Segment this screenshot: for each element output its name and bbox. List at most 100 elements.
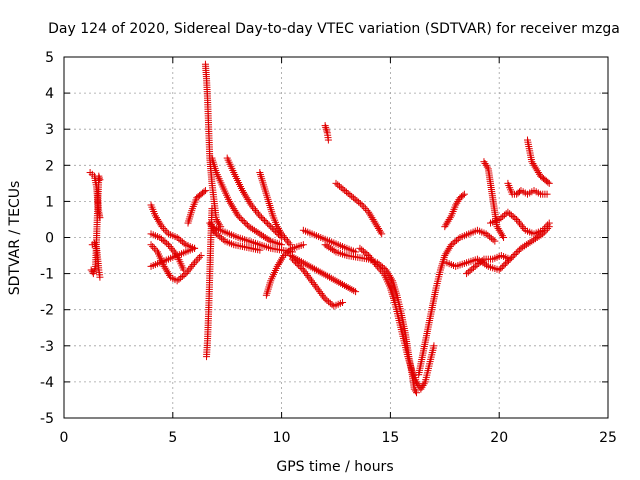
data-point-fill <box>366 253 374 261</box>
data-point-fill <box>542 223 550 231</box>
data-point <box>430 342 438 350</box>
data-point-fill <box>303 271 311 279</box>
data-point-fill <box>327 244 335 252</box>
data-point-fill <box>301 268 309 276</box>
data-point <box>212 230 220 238</box>
data-point-fill <box>231 206 239 214</box>
data-point <box>493 223 501 231</box>
data-point-fill <box>285 247 293 255</box>
data-point-fill <box>236 213 244 221</box>
x-tick-label: 25 <box>599 430 617 446</box>
data-point-fill <box>323 296 331 304</box>
data-point <box>517 244 525 252</box>
data-point-fill <box>530 236 538 244</box>
data-point-fill <box>258 231 266 239</box>
data-point <box>452 201 460 209</box>
data-point-fill <box>308 277 316 285</box>
data-point-fill <box>501 260 509 268</box>
data-point-fill <box>237 215 245 223</box>
data-point-fill <box>264 220 272 228</box>
data-point-fill <box>188 262 196 270</box>
data-point-fill <box>95 174 103 182</box>
data-point-fill <box>326 299 334 307</box>
data-point-fill <box>163 239 171 247</box>
data-point-fill <box>157 221 165 229</box>
data-point-fill <box>285 239 293 247</box>
x-tick-label: 0 <box>60 430 69 446</box>
data-point-fill <box>366 210 374 218</box>
data-point-fill <box>261 234 269 241</box>
data-point-fill <box>306 275 314 283</box>
data-point <box>482 230 490 238</box>
data-point-fill <box>296 263 304 271</box>
data-point <box>310 280 318 288</box>
data-point <box>365 208 373 216</box>
data-point-fill <box>511 214 519 222</box>
data-point-fill <box>270 226 278 234</box>
data-point <box>256 230 264 238</box>
data-point-fill <box>241 190 249 198</box>
data-point-fill <box>166 271 174 279</box>
data-point-fill <box>313 284 321 292</box>
data-point-fill <box>524 240 532 248</box>
data-point-fill <box>451 238 459 246</box>
data-point-fill <box>170 248 178 256</box>
data-point <box>256 246 264 254</box>
data-point <box>365 252 373 260</box>
data-point <box>332 179 340 187</box>
data-point-fill <box>372 221 380 229</box>
data-point <box>197 252 205 260</box>
data-point-fill <box>445 215 453 223</box>
x-tick-label: 5 <box>168 430 177 446</box>
data-point-fill <box>216 233 224 241</box>
data-point <box>504 208 512 216</box>
data-point <box>96 273 104 281</box>
data-point-fill <box>473 261 481 269</box>
data-point-fill <box>312 282 320 290</box>
data-point-fill <box>518 223 526 231</box>
data-point-fill <box>529 159 537 167</box>
data-point-fill <box>250 226 258 234</box>
data-point <box>545 179 553 187</box>
y-tick-label: -3 <box>40 339 54 355</box>
data-point <box>341 187 349 195</box>
data-point-fill <box>521 242 529 250</box>
data-point-fill <box>359 247 367 255</box>
data-point <box>299 241 307 249</box>
data-point-fill <box>282 235 290 243</box>
data-point-fill <box>482 161 490 169</box>
data-point-fill <box>506 210 514 218</box>
data-point-fill <box>159 236 167 244</box>
data-point-fill <box>454 197 462 205</box>
data-point-fill <box>499 213 507 221</box>
data-point-fill <box>337 184 345 192</box>
data-point-fill <box>481 159 489 167</box>
y-tick-label: 2 <box>45 158 54 174</box>
data-point <box>321 122 329 130</box>
data-point-fill <box>214 219 222 227</box>
data-point <box>324 136 332 144</box>
data-point <box>280 252 288 260</box>
data-point-fill <box>468 265 476 273</box>
data-point <box>201 187 209 195</box>
data-point-fill <box>149 243 157 251</box>
data-point <box>417 385 425 393</box>
data-point-fill <box>317 289 325 297</box>
data-point-fill <box>444 246 452 254</box>
data-point <box>267 223 275 231</box>
data-point-fill <box>259 215 267 223</box>
data-point <box>238 187 246 195</box>
data-point-fill <box>369 215 377 223</box>
data-point <box>463 270 471 278</box>
data-point-fill <box>483 163 491 171</box>
data-point-fill <box>368 214 376 222</box>
x-tick-label: 20 <box>490 430 508 446</box>
data-point-fill <box>192 257 200 265</box>
data-point-fill <box>339 185 347 193</box>
data-point <box>471 262 479 270</box>
data-point-fill <box>161 226 169 234</box>
data-point-fill <box>495 226 503 234</box>
y-tick-label: 0 <box>45 231 54 247</box>
data-point-fill <box>535 232 543 240</box>
data-point-fill <box>328 246 336 254</box>
